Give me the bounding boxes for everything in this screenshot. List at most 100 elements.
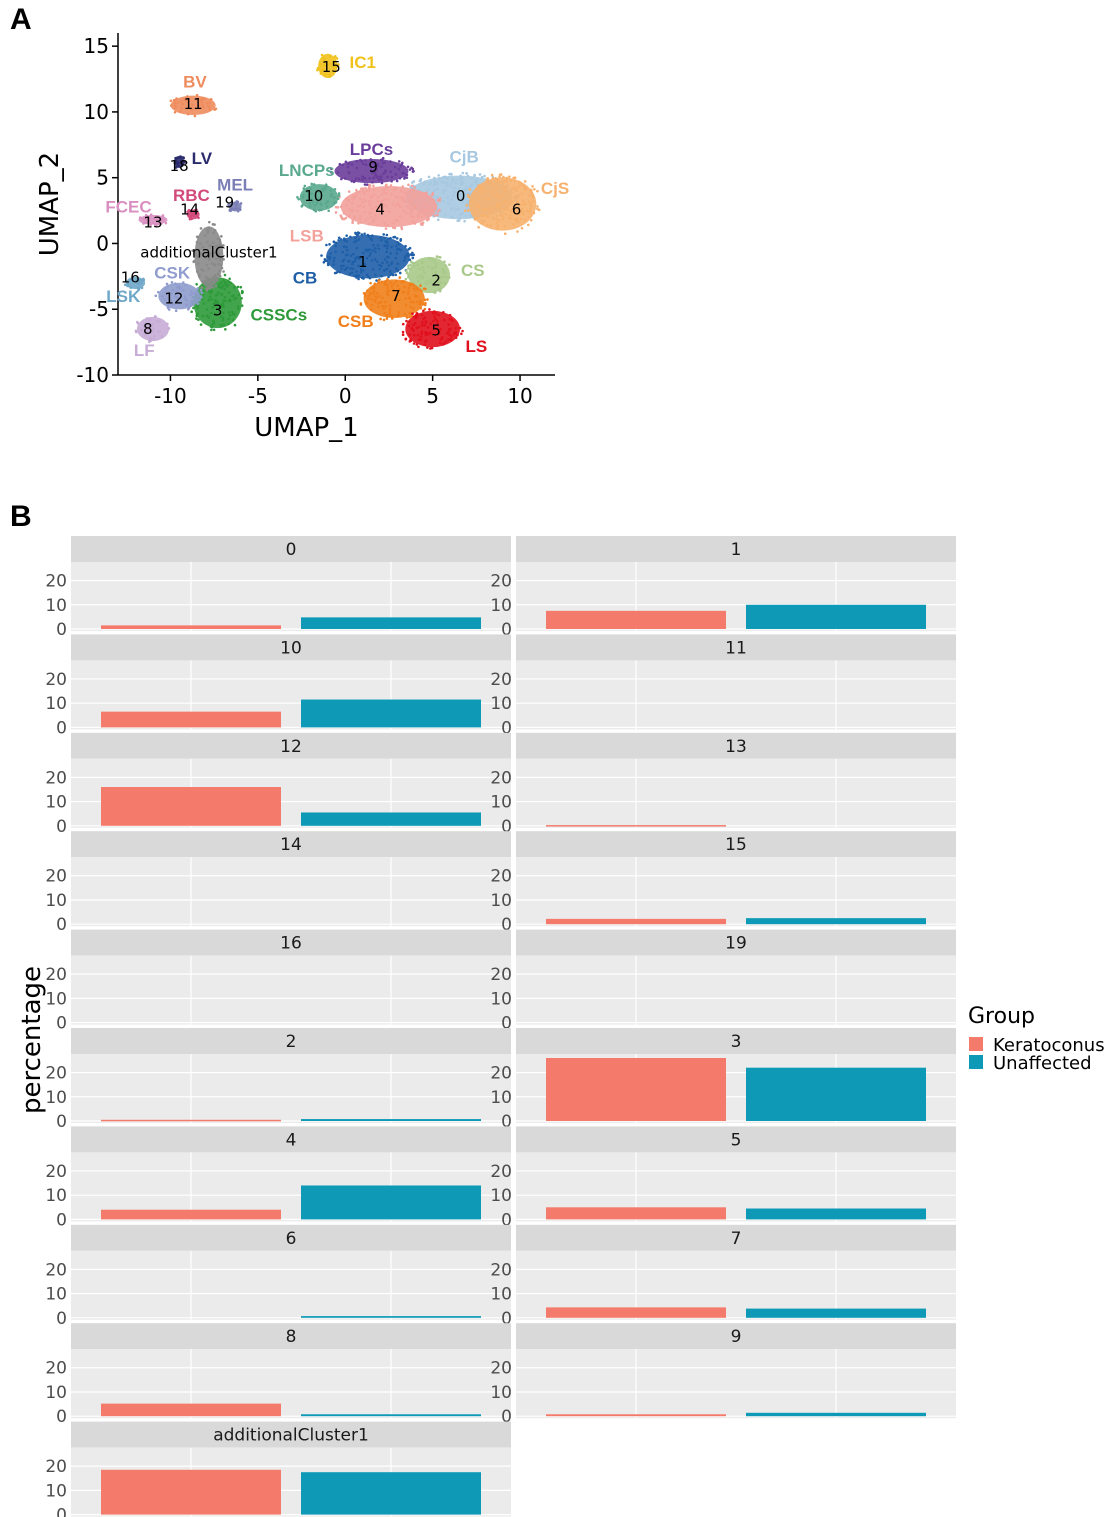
cell-point <box>222 258 225 261</box>
cell-point <box>333 271 337 275</box>
y-tick-label: 10 <box>490 694 512 714</box>
cell-point <box>224 283 228 286</box>
cell-point <box>199 288 203 292</box>
cell-point <box>351 267 355 271</box>
bar-keratoconus <box>546 1414 726 1417</box>
cell-point <box>149 223 152 227</box>
cell-point <box>357 238 361 241</box>
facet-panel-background <box>516 660 956 730</box>
cell-point <box>372 188 376 192</box>
cell-point <box>422 182 426 186</box>
cell-point <box>419 284 422 287</box>
cell-point <box>342 245 346 248</box>
cell-point <box>428 195 432 198</box>
cell-point <box>326 263 330 267</box>
cell-point <box>428 308 431 311</box>
cell-point <box>382 318 386 322</box>
cell-point <box>356 209 359 213</box>
facet-0: 0 0 10 20 <box>45 536 511 640</box>
y-tick-label: 20 <box>490 768 512 788</box>
cell-point <box>405 253 409 257</box>
cell-point <box>449 182 453 185</box>
cell-point <box>359 214 362 218</box>
cell-point <box>183 295 187 299</box>
cell-point <box>221 316 225 320</box>
y-tick-label: 15 <box>84 34 109 58</box>
cell-point <box>477 203 480 207</box>
cell-point <box>328 54 331 58</box>
cell-point <box>343 268 347 272</box>
cell-point <box>404 277 408 281</box>
cell-point <box>417 325 421 329</box>
cell-point <box>302 194 305 198</box>
cell-point <box>423 180 427 183</box>
cluster-number: 10 <box>304 187 323 205</box>
cell-point <box>370 259 374 262</box>
cell-point <box>342 217 346 221</box>
cell-point <box>208 295 212 298</box>
cell-point <box>446 196 450 199</box>
cell-point <box>432 183 436 187</box>
cell-point <box>463 219 466 223</box>
cluster-number: 14 <box>180 200 199 218</box>
cell-point <box>461 211 464 215</box>
cell-point <box>503 179 506 183</box>
cell-point <box>136 286 140 290</box>
bar-unaffected <box>301 1119 481 1121</box>
cell-type-label: LNCPs <box>279 161 335 180</box>
cell-point <box>395 248 399 251</box>
cell-point <box>382 172 385 176</box>
cell-point <box>151 322 155 326</box>
bar-keratoconus <box>101 1403 281 1417</box>
y-tick-label: 20 <box>490 1064 512 1084</box>
cell-point <box>381 161 385 164</box>
cell-point <box>328 75 331 78</box>
cell-point <box>354 193 358 197</box>
facet-5: 5 0 10 20 <box>490 1126 956 1230</box>
cell-point <box>326 185 329 189</box>
cell-point <box>439 276 442 279</box>
cell-point <box>338 162 342 166</box>
cell-point <box>140 282 143 285</box>
cell-point <box>227 322 230 326</box>
cell-point <box>496 227 499 230</box>
cell-point <box>385 247 389 250</box>
cell-point <box>319 63 322 66</box>
cell-point <box>374 205 378 209</box>
cell-point <box>405 319 408 323</box>
cell-point <box>438 197 442 200</box>
cell-point <box>416 294 419 298</box>
cell-point <box>347 190 351 193</box>
cell-point <box>397 288 401 291</box>
cell-point <box>201 280 204 283</box>
facet-strip-label: 6 <box>286 1229 297 1249</box>
cell-point <box>217 256 220 260</box>
cell-point <box>446 201 450 205</box>
y-tick-label: 20 <box>490 1260 512 1280</box>
cell-point <box>351 260 355 264</box>
cell-point <box>240 289 244 293</box>
cell-point <box>489 224 492 227</box>
cell-point <box>393 165 397 169</box>
cell-point <box>490 209 493 212</box>
cell-point <box>380 200 383 203</box>
cell-point <box>144 218 148 222</box>
cell-point <box>422 287 426 290</box>
cell-point <box>370 207 374 210</box>
cell-point <box>360 178 364 182</box>
cell-point <box>218 269 221 273</box>
cell-point <box>161 214 165 217</box>
cell-point <box>213 262 216 266</box>
cell-point <box>484 196 488 200</box>
cell-point <box>419 338 423 341</box>
cell-point <box>418 179 422 183</box>
cell-point <box>214 284 218 288</box>
cell-point <box>505 176 509 180</box>
cell-point <box>382 233 386 236</box>
y-tick-label: 0 <box>56 1112 67 1132</box>
cell-point <box>392 282 396 286</box>
facet-strip <box>516 929 956 956</box>
cell-point <box>420 274 424 277</box>
cell-point <box>421 321 424 324</box>
cell-point <box>190 310 193 314</box>
